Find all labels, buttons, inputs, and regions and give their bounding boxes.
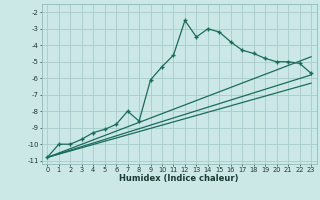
X-axis label: Humidex (Indice chaleur): Humidex (Indice chaleur) — [119, 174, 239, 183]
